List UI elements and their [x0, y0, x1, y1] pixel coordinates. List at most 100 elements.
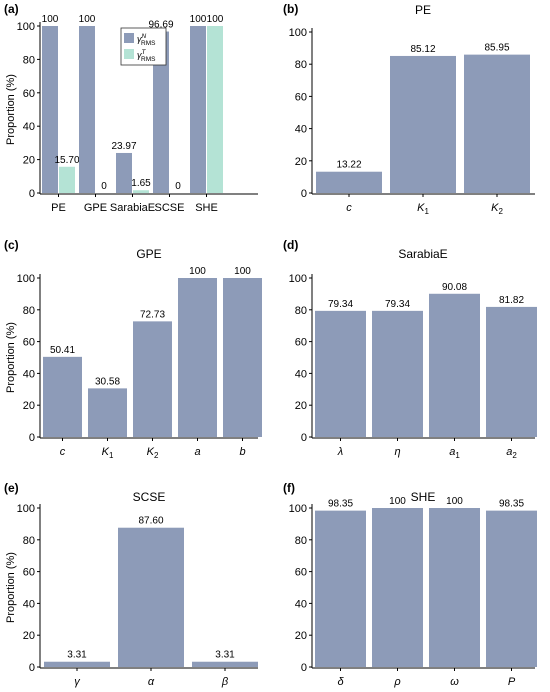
x-tick-label: SHE: [195, 202, 218, 214]
x-tick-label: α: [148, 676, 155, 688]
y-tick-label: 20: [23, 400, 35, 412]
x-tick-label: c: [346, 202, 352, 214]
chart-title: PE: [415, 3, 431, 17]
data-label: 85.12: [410, 44, 435, 55]
y-tick-label: 20: [23, 155, 35, 167]
data-label: 1.65: [131, 178, 151, 189]
chart-panel-d: (d) SarabiaE 0 20 40 60 80 100 79.34 λ 79.34 η 90.08…: [283, 238, 537, 460]
bar-1: [44, 661, 110, 667]
y-tick-label: 80: [23, 54, 35, 66]
panel-label: (d): [283, 238, 298, 252]
data-label: 50.41: [50, 345, 75, 356]
legend-subscript: RMS: [141, 56, 156, 63]
bar-series-1-1: [42, 26, 58, 193]
y-tick-label: 60: [295, 337, 307, 349]
x-tick-label-subscript: 1: [424, 207, 429, 216]
bar-3: [464, 54, 530, 193]
data-label: 72.73: [140, 309, 165, 320]
x-tick-label-subscript: 2: [154, 451, 159, 460]
x-tick-label-subscript: 2: [512, 451, 517, 460]
data-label: 96.69: [148, 20, 173, 31]
data-label: 100: [389, 496, 406, 507]
x-tick-label: a2: [506, 446, 517, 460]
x-tick-label: PE: [51, 202, 66, 214]
x-tick-label: b: [239, 446, 245, 458]
x-tick-label-symbol: b: [239, 446, 245, 458]
legend-superscript: N: [142, 33, 147, 40]
y-tick-label: 80: [295, 535, 307, 547]
x-tick-label-subscript: 1: [109, 451, 114, 460]
x-tick-label-symbol: η: [394, 446, 400, 458]
bar-2: [372, 310, 423, 437]
y-axis-title: Proportion (%): [5, 74, 17, 145]
chart-title: SHE: [411, 490, 436, 504]
data-label: 100: [42, 14, 59, 25]
bar-5: [223, 278, 262, 437]
x-tick-label: K1: [102, 446, 114, 460]
x-tick-label: GPE: [84, 202, 107, 214]
chart-title: SarabiaE: [398, 247, 447, 261]
legend-superscript: T: [142, 49, 147, 56]
chart-panel-a: (a) 0 20 40 60 80 100 Proportion (%) 100 15.70 PE 1…: [4, 2, 258, 214]
y-tick-label: 80: [295, 59, 307, 71]
data-label: 100: [189, 266, 206, 277]
y-tick-label: 0: [301, 432, 307, 444]
data-label: 81.82: [499, 295, 524, 306]
x-tick-label-symbol: λ: [337, 446, 343, 458]
x-tick-label: δ: [337, 676, 344, 688]
bar-1: [315, 310, 366, 437]
legend-swatch: [124, 49, 134, 59]
x-tick-label-symbol: P: [508, 676, 516, 688]
x-tick-label: η: [394, 446, 400, 458]
x-tick-label-subscript: 1: [455, 451, 460, 460]
bar-1: [43, 356, 82, 437]
x-tick-label: β: [221, 676, 229, 688]
y-tick-label: 0: [301, 662, 307, 674]
chart-panel-e: (e) SCSE 0 20 40 60 80 100 Proportion (%) 3.31 γ 87…: [4, 481, 258, 688]
data-label: 98.35: [328, 499, 353, 510]
y-tick-label: 60: [23, 567, 35, 579]
bar-3: [133, 321, 172, 437]
y-tick-label: 100: [17, 503, 35, 515]
legend-symbol: γ: [137, 50, 142, 60]
x-tick-label: P: [508, 676, 516, 688]
x-tick-label: SCSE: [155, 202, 185, 214]
bar-series-1-5: [190, 26, 206, 193]
bar-series-1-2: [79, 26, 95, 193]
x-tick-label: ω: [450, 676, 459, 688]
bar-3: [192, 661, 258, 667]
data-label: 85.95: [484, 43, 509, 54]
x-tick-label: SarabiaE: [110, 202, 155, 214]
x-tick-label-subscript: 2: [498, 207, 503, 216]
y-tick-label: 20: [23, 630, 35, 642]
chart-panel-c: (c) GPE 0 20 40 60 80 100 Proportion (%) 50.41 c 30…: [4, 238, 262, 460]
data-label: 79.34: [385, 299, 410, 310]
y-tick-label: 40: [23, 121, 35, 133]
y-tick-label: 60: [295, 567, 307, 579]
panel-label: (f): [283, 481, 295, 495]
x-tick-label: a: [194, 446, 200, 458]
x-tick-label-symbol: a: [449, 446, 455, 458]
x-tick-label-symbol: K: [417, 202, 425, 214]
bar-1: [316, 171, 382, 193]
bar-series-2-1: [59, 166, 75, 193]
y-tick-label: 100: [17, 21, 35, 33]
data-label: 100: [207, 14, 224, 25]
y-tick-label: 0: [301, 188, 307, 200]
y-tick-label: 40: [295, 368, 307, 380]
x-tick-label: a1: [449, 446, 460, 460]
bar-4: [486, 510, 537, 667]
panel-label: (c): [4, 238, 19, 252]
y-tick-label: 100: [17, 273, 35, 285]
y-tick-label: 20: [295, 630, 307, 642]
x-tick-label: λ: [337, 446, 343, 458]
data-label: 87.60: [138, 516, 163, 527]
y-tick-label: 40: [295, 124, 307, 136]
legend-swatch: [124, 33, 134, 43]
x-tick-label-symbol: c: [346, 202, 352, 214]
y-tick-label: 80: [295, 305, 307, 317]
x-tick-label-symbol: ρ: [393, 676, 400, 688]
